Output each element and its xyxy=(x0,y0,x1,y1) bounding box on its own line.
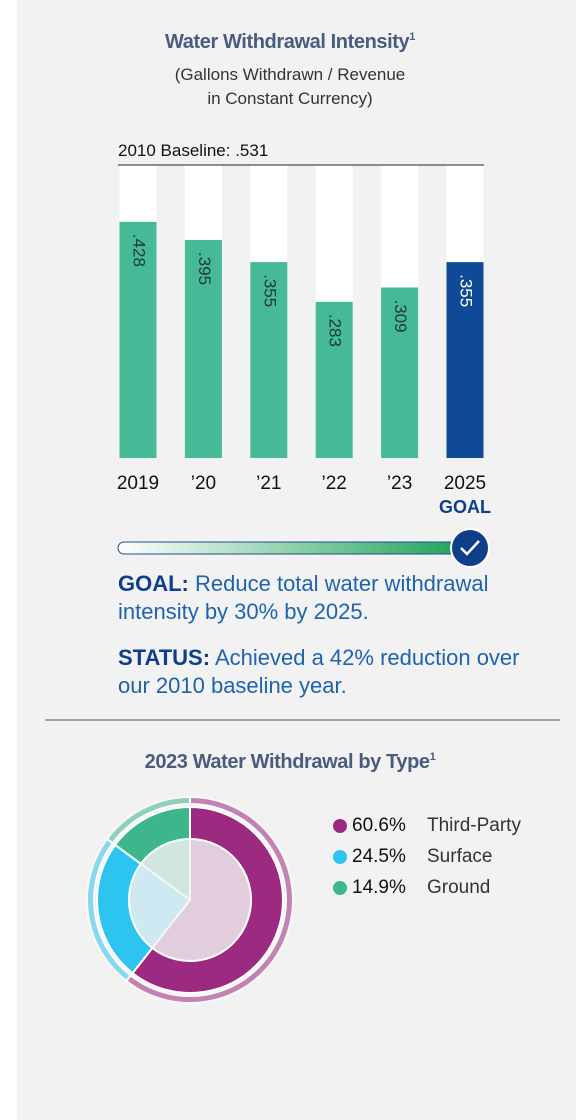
value-label: .283 xyxy=(326,314,345,347)
progress-bar xyxy=(117,541,464,555)
inner-slice xyxy=(139,837,191,902)
goal-label: GOAL: xyxy=(118,571,189,596)
status-label: STATUS: xyxy=(118,645,211,670)
category-label: 2019 xyxy=(117,473,159,494)
bar xyxy=(184,240,222,458)
bar-title: Water Withdrawal Intensity1 xyxy=(165,31,415,53)
bar xyxy=(250,262,288,458)
baseline-label: 2010 Baseline: .531 xyxy=(118,141,268,160)
legend-value: 24.5% xyxy=(352,846,406,867)
value-label: .428 xyxy=(130,234,149,267)
bar xyxy=(315,301,353,458)
footnote-marker: 1 xyxy=(430,751,436,763)
legend-value: 60.6% xyxy=(352,815,406,836)
category-label: 2025 xyxy=(444,473,486,494)
value-label: .309 xyxy=(391,299,410,332)
pie-slice xyxy=(131,805,284,994)
category-label: ’20 xyxy=(191,473,216,494)
legend-name: Surface xyxy=(427,846,492,867)
value-label: .355 xyxy=(260,274,279,307)
outer-ring xyxy=(105,795,191,845)
subtitle-line: in Constant Currency) xyxy=(207,89,372,108)
legend-dot xyxy=(333,819,347,833)
goal-body: Reduce total water withdrawal intensity … xyxy=(118,571,489,624)
check-badge xyxy=(450,528,490,568)
bar xyxy=(119,221,157,458)
goal-text: GOAL: Reduce total water withdrawal inte… xyxy=(118,570,538,626)
pie-slice xyxy=(113,805,191,866)
legend-value: 14.9% xyxy=(352,877,406,898)
pie-title: 2023 Water Withdrawal by Type1 xyxy=(145,751,436,773)
subtitle-line: (Gallons Withdrawn / Revenue xyxy=(175,65,406,84)
footnote-marker: 1 xyxy=(409,31,415,43)
bar xyxy=(381,287,419,458)
legend-name: Third-Party xyxy=(427,815,521,836)
status-body: Achieved a 42% reduction over our 2010 b… xyxy=(118,645,520,698)
status-text: STATUS: Achieved a 42% reduction over ou… xyxy=(118,644,538,700)
legend-dot xyxy=(333,881,347,895)
legend-dot xyxy=(333,850,347,864)
inner-slice xyxy=(128,862,192,950)
title-text: 2023 Water Withdrawal by Type xyxy=(145,751,430,773)
legend-name: Ground xyxy=(427,877,490,898)
goal-tag: GOAL xyxy=(439,497,491,517)
title-text: Water Withdrawal Intensity xyxy=(165,31,411,53)
inner-slice xyxy=(150,837,252,962)
value-label: .395 xyxy=(195,252,214,285)
value-label: .355 xyxy=(457,274,476,307)
category-label: ’23 xyxy=(387,473,412,494)
category-label: ’21 xyxy=(256,473,281,494)
check-icon xyxy=(460,540,480,556)
bar xyxy=(446,262,484,458)
category-label: ’22 xyxy=(322,473,347,494)
